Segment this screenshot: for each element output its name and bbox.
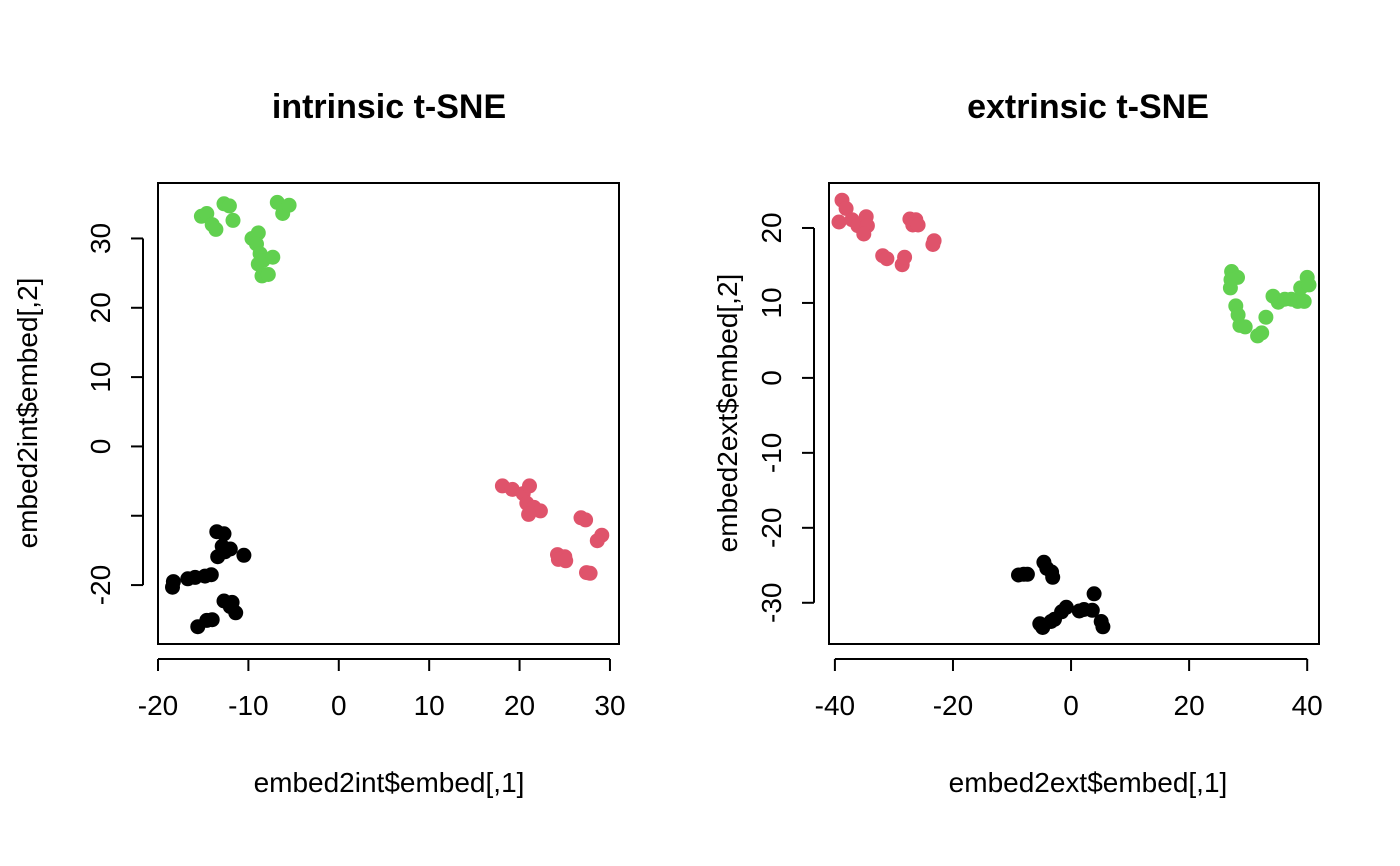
data-point: [204, 612, 220, 628]
data-point: [225, 212, 241, 228]
data-point: [1084, 602, 1100, 618]
chart-title: extrinsic t-SNE: [967, 88, 1209, 126]
data-point: [269, 194, 285, 210]
y-tick-label: -30: [756, 583, 787, 623]
data-point: [1045, 569, 1061, 585]
data-point: [582, 565, 598, 581]
data-point: [1237, 319, 1253, 335]
y-axis-label: embed2int$embed[,2]: [12, 278, 43, 549]
data-point: [1258, 309, 1274, 325]
data-point: [1086, 586, 1102, 602]
data-point: [910, 217, 926, 233]
x-tick-label: 40: [1292, 690, 1323, 721]
data-point: [897, 249, 913, 265]
data-point: [216, 526, 232, 542]
data-point: [1058, 599, 1074, 615]
data-point: [925, 237, 941, 252]
data-point: [589, 533, 605, 549]
data-point: [558, 553, 574, 569]
data-point: [838, 201, 854, 216]
x-tick-label: 30: [594, 690, 625, 721]
y-tick-label: -20: [756, 508, 787, 548]
x-tick-label: -40: [815, 690, 855, 721]
data-point: [281, 197, 297, 213]
x-tick-label: -20: [138, 690, 178, 721]
plot-frame: [157, 182, 620, 645]
x-tick-label: 10: [414, 690, 445, 721]
data-point: [1035, 620, 1051, 635]
data-point: [522, 478, 537, 494]
x-tick-label: -20: [933, 690, 973, 721]
data-point: [260, 267, 276, 282]
y-axis-label: embed2ext$embed[,2]: [712, 274, 743, 553]
data-point: [856, 226, 872, 242]
y-tick-label: -10: [756, 433, 787, 473]
data-point: [1254, 325, 1270, 341]
data-point: [208, 221, 224, 237]
data-point: [1071, 603, 1087, 619]
x-axis-label: embed2ext$embed[,1]: [949, 767, 1228, 798]
y-tick-label: 20: [756, 212, 787, 243]
data-point: [1019, 566, 1035, 582]
data-point: [1301, 277, 1317, 293]
data-point: [222, 541, 238, 557]
data-point: [831, 214, 847, 230]
x-tick-label: 0: [331, 690, 347, 721]
chart-title: intrinsic t-SNE: [272, 88, 506, 126]
data-point: [221, 198, 237, 214]
data-point: [532, 503, 548, 519]
data-point: [203, 567, 219, 583]
data-point: [521, 506, 537, 522]
x-tick-label: 20: [504, 690, 535, 721]
x-tick-label: 20: [1174, 690, 1205, 721]
x-tick-label: 0: [1063, 690, 1079, 721]
data-point: [578, 512, 594, 528]
x-tick-label: -10: [228, 690, 268, 721]
y-tick-label: 0: [85, 439, 116, 455]
data-point: [265, 249, 281, 265]
data-point: [879, 251, 895, 267]
data-point: [250, 225, 266, 241]
y-tick-label: 0: [756, 370, 787, 386]
plot-frame: [828, 182, 1320, 645]
y-tick-label: 20: [85, 292, 116, 323]
intrinsic-tsne-panel: intrinsic t-SNE -20 -10 0 10 20 30 -20 0 10 20 30 em…: [12, 88, 626, 798]
data-point: [190, 619, 206, 635]
data-point: [1095, 619, 1111, 635]
y-tick-label: 10: [756, 287, 787, 318]
y-tick-label: 10: [85, 362, 116, 393]
data-point: [236, 547, 252, 563]
y-tick-label: 30: [85, 223, 116, 254]
x-axis-label: embed2int$embed[,1]: [254, 767, 525, 798]
data-point: [228, 605, 244, 621]
data-point: [199, 206, 215, 221]
y-tick-label: -20: [85, 565, 116, 605]
data-point: [1222, 280, 1238, 296]
extrinsic-tsne-panel: extrinsic t-SNE -40 -20 0 20 40 -30 -20 -10 0 10 20…: [712, 88, 1323, 798]
data-point: [1296, 293, 1312, 309]
data-point: [165, 574, 181, 590]
